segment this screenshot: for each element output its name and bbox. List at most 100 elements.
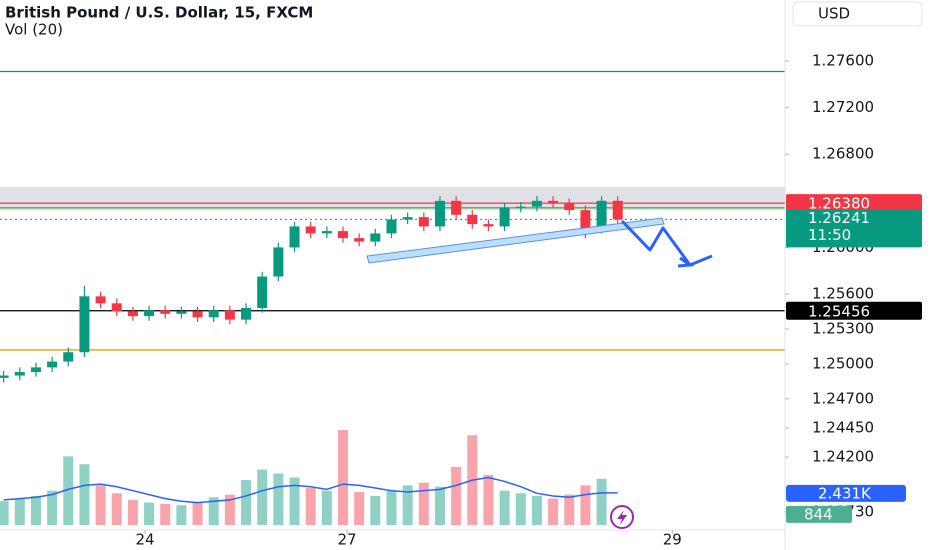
volume-bar [30,495,41,525]
plot-back [0,70,785,351]
candle-body [144,310,155,317]
volume-bar [111,493,122,525]
volume-label: 844 [804,505,833,523]
price-tag [786,194,922,213]
volume-bar [434,486,445,525]
y-tick-label: 1.24200 [812,448,874,466]
candle-body [30,367,41,373]
volume-bar [354,492,365,525]
candle-body [370,233,381,242]
volume-bar [451,466,462,525]
candle-body [596,200,607,229]
candle-body [127,311,138,317]
volume-bar [95,485,106,525]
candle-body [257,276,268,308]
candle-body [289,226,300,248]
volume-bar [564,494,575,525]
candle-body [273,247,284,277]
volume-tag [786,505,852,523]
volume-bar [402,485,413,525]
candle-body [354,238,365,242]
volume-bar [0,501,9,525]
currency-label[interactable]: USD [818,5,850,23]
candle-body [321,231,332,234]
volume-bar [483,474,494,525]
arrow-head [677,256,695,268]
y-tick-label: 1.27600 [812,52,874,70]
volume-bar [499,490,510,525]
volume-bar [63,456,74,525]
volume-bar [176,505,187,525]
volume-bar [208,497,219,525]
volume-bar [241,480,252,525]
candle-body [386,219,397,234]
volume-ma-line [3,476,618,504]
y-tick-label: 1.24450 [812,418,874,436]
volume-bar [515,493,526,525]
volume-bar [386,490,397,525]
trend-line [366,217,665,264]
volume-bar [192,502,203,525]
volume-title: Vol (20) [5,21,63,39]
y-tick-label: 1.25300 [812,319,874,337]
price-tag [786,301,922,320]
candle-body [467,214,478,225]
candle-body [434,200,445,227]
volume-bar [14,498,25,525]
y-tick-label: 1.24700 [812,389,874,407]
candle-body [241,307,252,320]
volume-bar [580,485,591,525]
y-tick-label: 1.25000 [812,354,874,372]
volume-bar [144,502,155,525]
candle-body [208,310,219,318]
candle-body [612,200,623,220]
volume-bar [79,464,90,525]
chart-title: British Pound / U.S. Dollar, 15, FXCM [5,4,313,22]
volume-bar [224,494,235,525]
candle-body [63,352,74,362]
volume-bar [418,482,429,525]
candle-body [79,296,90,353]
currency-button[interactable] [792,1,923,27]
countdown-label: 11:50 [808,226,851,244]
volume-bar [289,477,300,525]
candle-body [47,361,58,368]
volume-bar [321,490,332,525]
candle-body [95,296,106,304]
candle-body [0,375,9,378]
lightning-icon [617,510,627,525]
price-tag-label: 1.26380 [808,195,870,213]
candle-body [192,311,203,318]
candle-body [14,372,25,376]
x-tick-label: 29 [663,531,682,549]
volume-bar [370,495,381,525]
volume-bar [273,473,284,525]
volume-bar [47,490,58,525]
candle-body [402,217,413,220]
price-tag-label: 1.25456 [808,302,870,320]
candle-body [305,226,316,234]
y-tick-label: 1.27200 [812,98,874,116]
candle-body [515,206,526,208]
volume-bar [160,503,171,525]
candle-body [548,200,559,204]
candle-body [338,231,349,239]
candle-body [483,224,494,227]
volume-bar [305,488,316,525]
candle-body [176,311,187,314]
resistance-zone [0,186,785,211]
candle-body [224,310,235,320]
volume-bar [127,499,138,525]
candle-body [564,203,575,211]
x-tick-label: 24 [135,531,154,549]
candle-body [531,200,542,207]
last-price-label: 1.26241 [808,209,870,227]
candle-body [418,217,429,227]
last-price-tag [786,209,922,248]
plot [0,196,623,525]
y-tick-label: 1.25600 [812,285,874,303]
volume-bar [257,469,268,525]
